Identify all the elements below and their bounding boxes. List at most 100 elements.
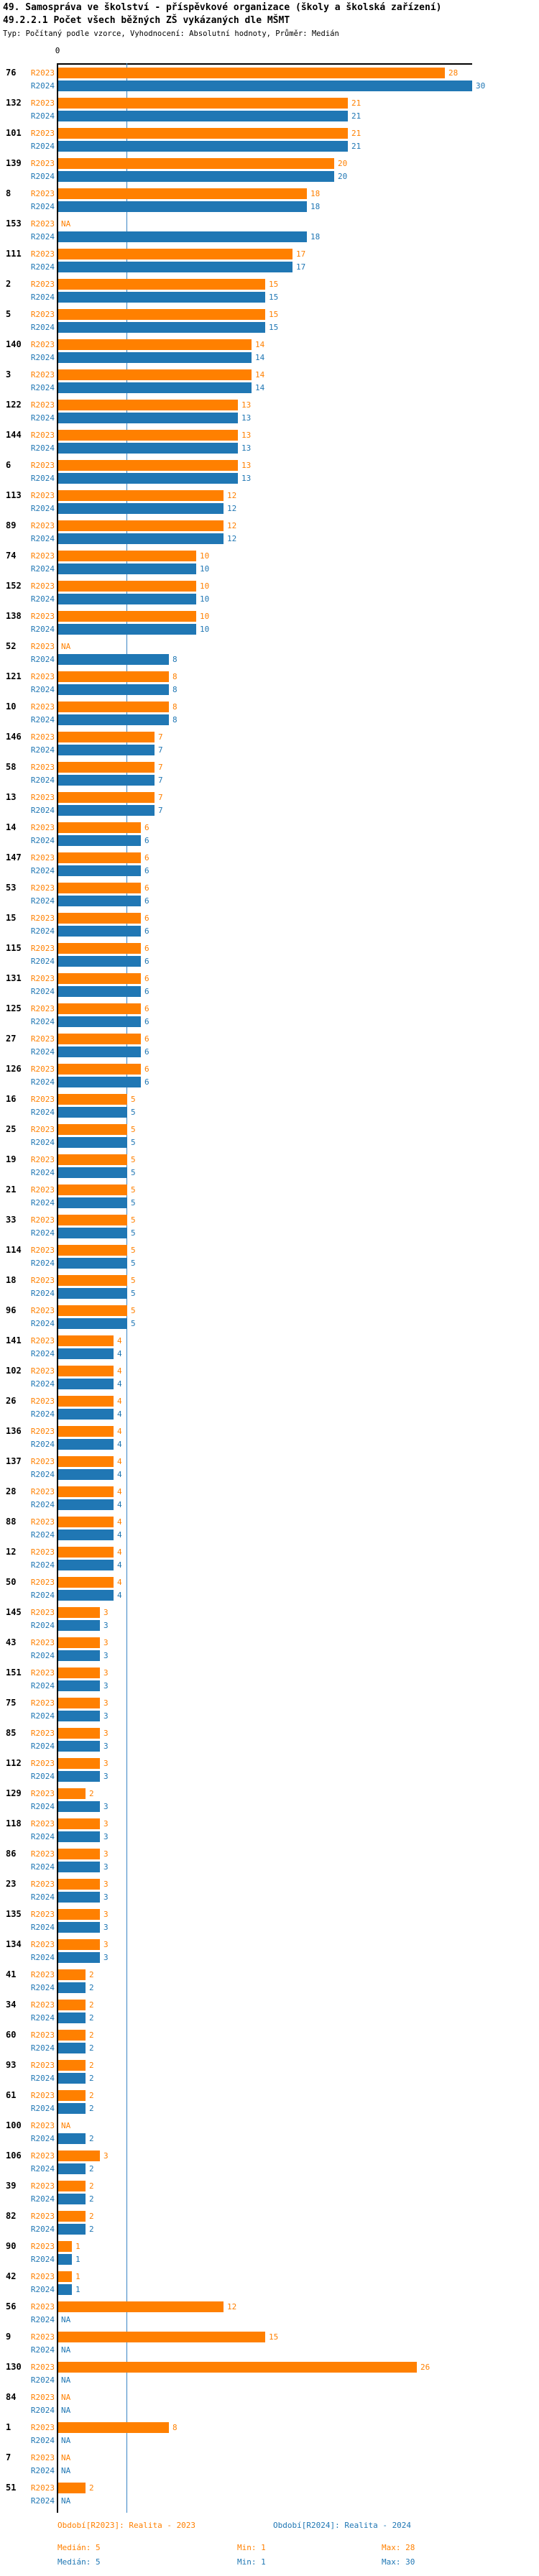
- group-id-label: 1: [6, 2422, 11, 2432]
- series-label-r2024: R2024: [30, 1983, 55, 1992]
- value-label-r2024: 3: [103, 1892, 109, 1902]
- group-id-label: 146: [6, 732, 22, 742]
- value-label-r2024: 4: [117, 1560, 122, 1570]
- value-label-r2023: 5: [131, 1246, 136, 1255]
- series-row-r2024: R2024 10: [0, 624, 539, 635]
- value-label-r2024: 7: [158, 745, 163, 755]
- series-row-r2024: R2024 14: [0, 352, 539, 363]
- series-label-r2023: R2023: [30, 1366, 55, 1376]
- series-row-r2024: R2024 20: [0, 171, 539, 182]
- bar-r2024: [58, 352, 252, 363]
- value-label-r2024: 2: [89, 2074, 94, 2083]
- series-row-r2023: R2023 5: [0, 1305, 539, 1316]
- value-label-r2023: 2: [89, 2030, 94, 2040]
- bar-r2024: [58, 2254, 72, 2265]
- series-label-r2024: R2024: [30, 81, 55, 91]
- value-label-r2023: 5: [131, 1215, 136, 1225]
- value-label-r2023: 2: [89, 2000, 94, 2010]
- value-label-r2023: 3: [103, 1638, 109, 1647]
- bar-r2023: [58, 1698, 100, 1708]
- series-row-r2023: R2023 3: [0, 1849, 539, 1859]
- bar-r2023: [58, 822, 141, 833]
- value-label-r2024: 4: [117, 1470, 122, 1479]
- value-label-r2024: 6: [144, 926, 149, 936]
- chart-group: 130 R2023 26 R2024 NA: [0, 2362, 539, 2386]
- series-label-r2024: R2024: [30, 926, 55, 936]
- chart-group: 8 R2023 18 R2024 18: [0, 188, 539, 212]
- series-row-r2024: R2024 6: [0, 956, 539, 967]
- bar-r2023: [58, 551, 196, 561]
- chart-group: 96 R2023 5 R2024 5: [0, 1305, 539, 1329]
- series-row-r2023: R2023 14: [0, 369, 539, 380]
- series-label-r2023: R2023: [30, 823, 55, 832]
- value-label-r2023: 2: [89, 2212, 94, 2221]
- series-label-r2024: R2024: [30, 1289, 55, 1298]
- series-row-r2023: R2023 5: [0, 1245, 539, 1256]
- series-row-r2023: R2023 10: [0, 611, 539, 622]
- series-label-r2023: R2023: [30, 1517, 55, 1527]
- value-label-r2024: 5: [131, 1198, 136, 1208]
- group-id-label: 90: [6, 2241, 17, 2251]
- series-label-r2023: R2023: [30, 1336, 55, 1346]
- bar-r2023: [58, 1366, 114, 1376]
- chart-group: 27 R2023 6 R2024 6: [0, 1034, 539, 1057]
- series-label-r2024: R2024: [30, 1530, 55, 1540]
- series-label-r2023: R2023: [30, 1306, 55, 1315]
- series-row-r2024: R2024 13: [0, 443, 539, 454]
- chart-group: 118 R2023 3 R2024 3: [0, 1818, 539, 1842]
- group-id-label: 14: [6, 822, 17, 832]
- series-row-r2023: R2023 5: [0, 1094, 539, 1105]
- group-id-label: 8: [6, 188, 11, 198]
- chart-group: 6 R2023 13 R2024 13: [0, 460, 539, 484]
- series-label-r2023: R2023: [30, 2151, 55, 2161]
- stat-min-r2023: Min: 1: [237, 2543, 266, 2552]
- series-label-r2023: R2023: [30, 914, 55, 923]
- series-row-r2024: R2024 2: [0, 2012, 539, 2023]
- bar-r2023: [58, 2271, 72, 2282]
- value-label-r2023: 12: [227, 521, 237, 530]
- group-id-label: 132: [6, 98, 22, 108]
- series-label-r2024: R2024: [30, 594, 55, 604]
- value-label-r2024: 18: [310, 232, 321, 242]
- bar-r2023: [58, 1637, 100, 1648]
- bar-r2023: [58, 98, 348, 109]
- series-row-r2023: R2023 4: [0, 1335, 539, 1346]
- bar-r2023: [58, 128, 348, 139]
- value-label-r2023: 2: [89, 2483, 94, 2493]
- series-row-r2023: R2023 NA: [0, 641, 539, 652]
- chart-group: 121 R2023 8 R2024 8: [0, 671, 539, 695]
- value-label-r2024: 5: [131, 1319, 136, 1328]
- bar-r2024: [58, 865, 141, 876]
- chart-group: 43 R2023 3 R2024 3: [0, 1637, 539, 1661]
- series-row-r2024: R2024 6: [0, 835, 539, 846]
- series-row-r2024: R2024 4: [0, 1530, 539, 1540]
- series-row-r2023: R2023 6: [0, 1003, 539, 1014]
- series-row-r2023: R2023 28: [0, 68, 539, 78]
- value-label-r2024: 2: [89, 2043, 94, 2053]
- series-row-r2024: R2024 6: [0, 1046, 539, 1057]
- value-label-r2024: NA: [61, 2345, 71, 2355]
- bar-r2023: [58, 1426, 114, 1437]
- chart-group: 28 R2023 4 R2024 4: [0, 1486, 539, 1510]
- bar-r2024: [58, 1348, 114, 1359]
- y-axis-line: [57, 63, 58, 2513]
- chart-group: 145 R2023 3 R2024 3: [0, 1607, 539, 1631]
- series-row-r2024: R2024 14: [0, 382, 539, 393]
- group-id-label: 27: [6, 1034, 17, 1044]
- series-row-r2024: R2024 4: [0, 1469, 539, 1480]
- value-label-r2023: NA: [61, 642, 71, 651]
- value-label-r2024: 4: [117, 1440, 122, 1449]
- value-label-r2023: 6: [144, 944, 149, 953]
- value-label-r2024: 3: [103, 1802, 109, 1811]
- value-label-r2023: 2: [89, 1789, 94, 1798]
- series-label-r2023: R2023: [30, 249, 55, 259]
- chart-group: 88 R2023 4 R2024 4: [0, 1517, 539, 1540]
- bar-r2024: [58, 231, 307, 242]
- bar-r2024: [58, 1982, 86, 1993]
- bar-r2023: [58, 1396, 114, 1407]
- value-label-r2024: 17: [296, 262, 306, 272]
- series-row-r2024: R2024 3: [0, 1711, 539, 1721]
- series-label-r2024: R2024: [30, 1892, 55, 1902]
- chart-group: 152 R2023 10 R2024 10: [0, 581, 539, 604]
- series-row-r2023: R2023 13: [0, 460, 539, 471]
